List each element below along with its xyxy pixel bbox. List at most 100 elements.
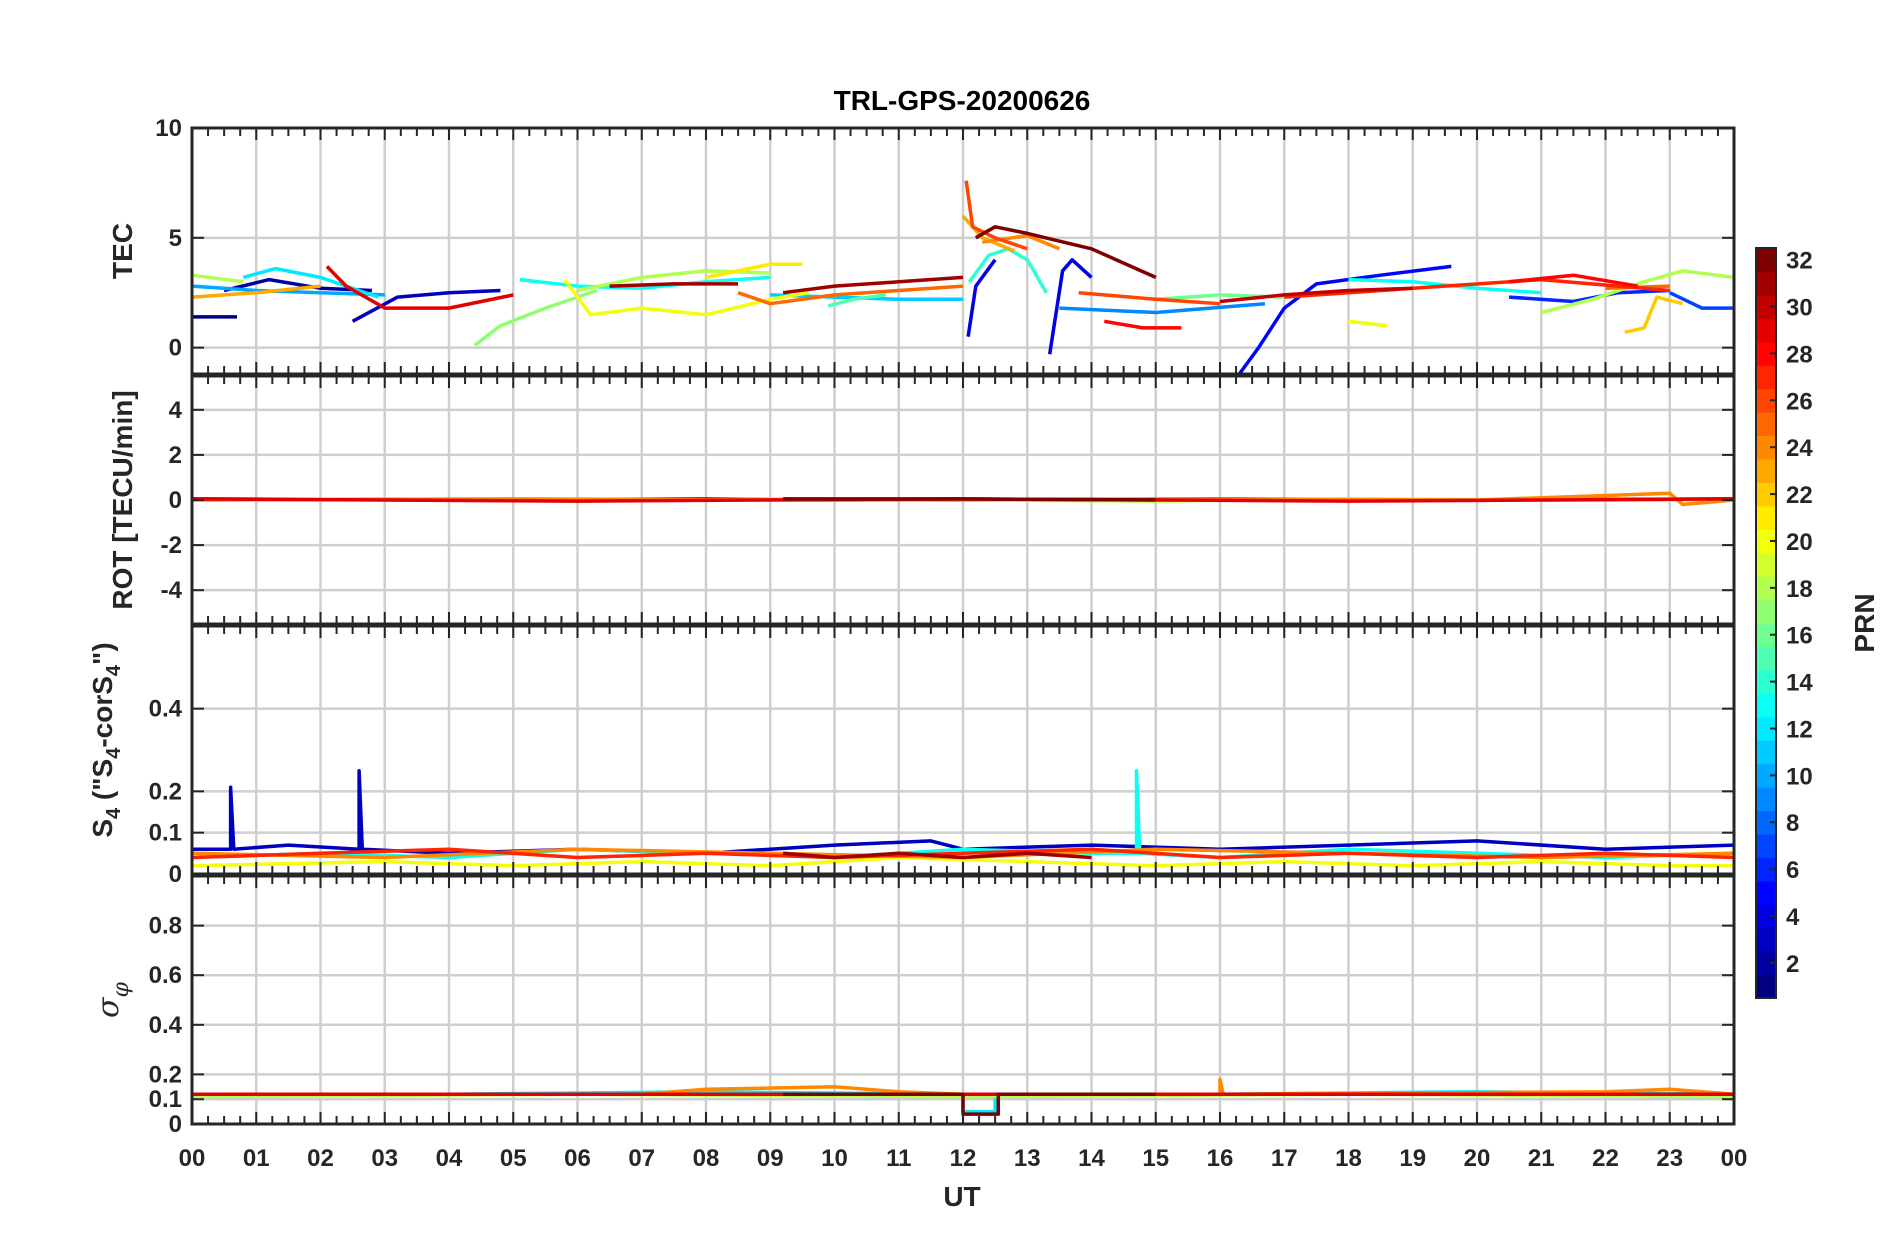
colorbar-tick-label: 4 bbox=[1786, 904, 1800, 931]
colorbar-band-prn-28 bbox=[1756, 341, 1776, 366]
series-line-prn-32 bbox=[783, 497, 1156, 502]
colorbar-band-prn-18 bbox=[1756, 576, 1776, 601]
x-tick-label: 06 bbox=[564, 1145, 591, 1172]
panel-rot-ticks: -4 -2 0 2 4 bbox=[161, 376, 1735, 624]
x-tick-label: 23 bbox=[1656, 1145, 1683, 1172]
colorbar-tick-label: 32 bbox=[1786, 248, 1813, 275]
x-tick-label: 00 bbox=[179, 1145, 206, 1172]
series-line-prn-20 bbox=[563, 278, 810, 317]
series-line-prn-4 bbox=[966, 258, 997, 337]
y-tick-label: 0.2 bbox=[149, 778, 182, 805]
series-line-prn-27 bbox=[1284, 277, 1670, 299]
x-tick-label: 12 bbox=[950, 1145, 977, 1172]
panel-rot-series bbox=[191, 491, 1735, 507]
colorbar-band-prn-6 bbox=[1756, 857, 1776, 882]
colorbar-band-prn-15 bbox=[1756, 646, 1776, 671]
series-line-prn-7 bbox=[1669, 291, 1734, 310]
x-tick-label: 17 bbox=[1271, 1145, 1298, 1172]
y-tick-label: 0 bbox=[169, 861, 182, 888]
colorbar-tick-label: 18 bbox=[1786, 576, 1813, 603]
series-line-prn-23 bbox=[961, 214, 1016, 253]
colorbar-tick-label: 20 bbox=[1786, 529, 1813, 556]
colorbar-bands bbox=[1756, 248, 1776, 999]
x-tick-label: 07 bbox=[628, 1145, 655, 1172]
panel-s4-series bbox=[191, 768, 1735, 868]
x-tick-label: 11 bbox=[886, 1145, 911, 1172]
series-line-prn-17 bbox=[473, 288, 598, 347]
colorbar-tick-label: 10 bbox=[1786, 763, 1813, 790]
y-tick-label: -2 bbox=[161, 532, 182, 559]
colorbar-tick-label: 26 bbox=[1786, 388, 1813, 415]
colorbar-band-prn-24 bbox=[1756, 435, 1776, 460]
series-line-prn-23 bbox=[191, 284, 321, 299]
colorbar-band-prn-9 bbox=[1756, 787, 1776, 812]
panel-sigphi-ylabel: σφ bbox=[91, 981, 134, 1017]
x-tick-label: 20 bbox=[1464, 1145, 1491, 1172]
x-tick-label: 00 bbox=[1721, 1145, 1748, 1172]
y-tick-label: 0.4 bbox=[149, 1012, 183, 1039]
panel-tec-series bbox=[191, 180, 1735, 376]
series-line-prn-4 bbox=[1047, 258, 1093, 355]
y-tick-label: 0 bbox=[169, 1111, 182, 1138]
colorbar-band-prn-7 bbox=[1756, 833, 1776, 858]
panel-rot-ylabel-group: ROT [TECU/min] bbox=[107, 390, 138, 609]
colorbar-band-prn-2 bbox=[1756, 951, 1776, 976]
x-tick-label: 09 bbox=[757, 1145, 784, 1172]
series-line-prn-30 bbox=[1219, 286, 1413, 304]
series-line-prn-15 bbox=[827, 293, 887, 308]
x-axis-label: UT bbox=[943, 1181, 980, 1212]
x-tick-label: 15 bbox=[1142, 1145, 1169, 1172]
y-tick-label: 5 bbox=[169, 225, 182, 252]
panel-sigphi-grid bbox=[192, 876, 1734, 1126]
colorbar-band-prn-30 bbox=[1756, 294, 1776, 319]
colorbar-band-prn-26 bbox=[1756, 388, 1776, 413]
panel-rot: -4 -2 0 2 4 ROT [TECU/min] bbox=[107, 374, 1736, 626]
y-tick-label: 0.8 bbox=[149, 913, 182, 940]
series-line-prn-27 bbox=[191, 847, 1735, 860]
colorbar-tick-label: 12 bbox=[1786, 716, 1813, 743]
x-tick-label: 05 bbox=[500, 1145, 527, 1172]
panel-sigphi-series bbox=[191, 1077, 1735, 1116]
series-line-prn-25 bbox=[737, 284, 964, 306]
y-tick-label: 4 bbox=[169, 397, 183, 424]
series-line-prn-2 bbox=[223, 277, 372, 293]
colorbar-band-prn-20 bbox=[1756, 529, 1776, 554]
panel-s4-grid bbox=[192, 626, 1734, 876]
colorbar-band-prn-29 bbox=[1756, 318, 1776, 343]
colorbar-band-prn-10 bbox=[1756, 763, 1776, 788]
panel-s4: 0 0.1 0.2 0.4 S4 ("S4-corS4") bbox=[87, 624, 1736, 888]
x-tick-label: 21 bbox=[1528, 1145, 1555, 1172]
series-line-prn-18 bbox=[1540, 269, 1735, 315]
panel-tec: 0 5 10 TEC bbox=[107, 115, 1736, 376]
colorbar-tick-label: 16 bbox=[1786, 623, 1813, 650]
series-line-prn-29 bbox=[325, 265, 514, 310]
colorbar-band-prn-16 bbox=[1756, 623, 1776, 648]
x-tick-label: 16 bbox=[1207, 1145, 1234, 1172]
colorbar-band-prn-5 bbox=[1756, 880, 1776, 905]
y-tick-label: 0.4 bbox=[149, 696, 183, 723]
x-tick-label: 01 bbox=[243, 1145, 270, 1172]
colorbar-band-prn-19 bbox=[1756, 552, 1776, 577]
colorbar-band-prn-8 bbox=[1756, 810, 1776, 835]
colorbar-tick-label: 2 bbox=[1786, 951, 1799, 978]
panel-tec-ticks: 0 5 10 bbox=[155, 115, 1735, 374]
series-line-prn-32 bbox=[783, 1092, 1156, 1116]
series-line-prn-31 bbox=[782, 851, 1092, 860]
x-tick-label: 02 bbox=[307, 1145, 334, 1172]
x-tick-label: 19 bbox=[1399, 1145, 1426, 1172]
panel-sigphi-ticks: 00.10.2 0.4 0.6 0.8 bbox=[149, 876, 1735, 1138]
x-tick-label: 22 bbox=[1592, 1145, 1619, 1172]
y-tick-label: 0 bbox=[169, 335, 182, 362]
x-tick-label: 18 bbox=[1335, 1145, 1362, 1172]
series-line-prn-3 bbox=[351, 288, 501, 323]
series-line-prn-9 bbox=[1059, 301, 1266, 315]
colorbar-band-prn-31 bbox=[1756, 271, 1776, 296]
colorbar-band-prn-13 bbox=[1756, 693, 1776, 718]
x-tick-label: 13 bbox=[1014, 1145, 1041, 1172]
colorbar-tick-label: 8 bbox=[1786, 810, 1799, 837]
series-line-prn-21 bbox=[705, 262, 803, 280]
x-tick-label: 14 bbox=[1078, 1145, 1105, 1172]
colorbar-band-prn-12 bbox=[1756, 716, 1776, 741]
